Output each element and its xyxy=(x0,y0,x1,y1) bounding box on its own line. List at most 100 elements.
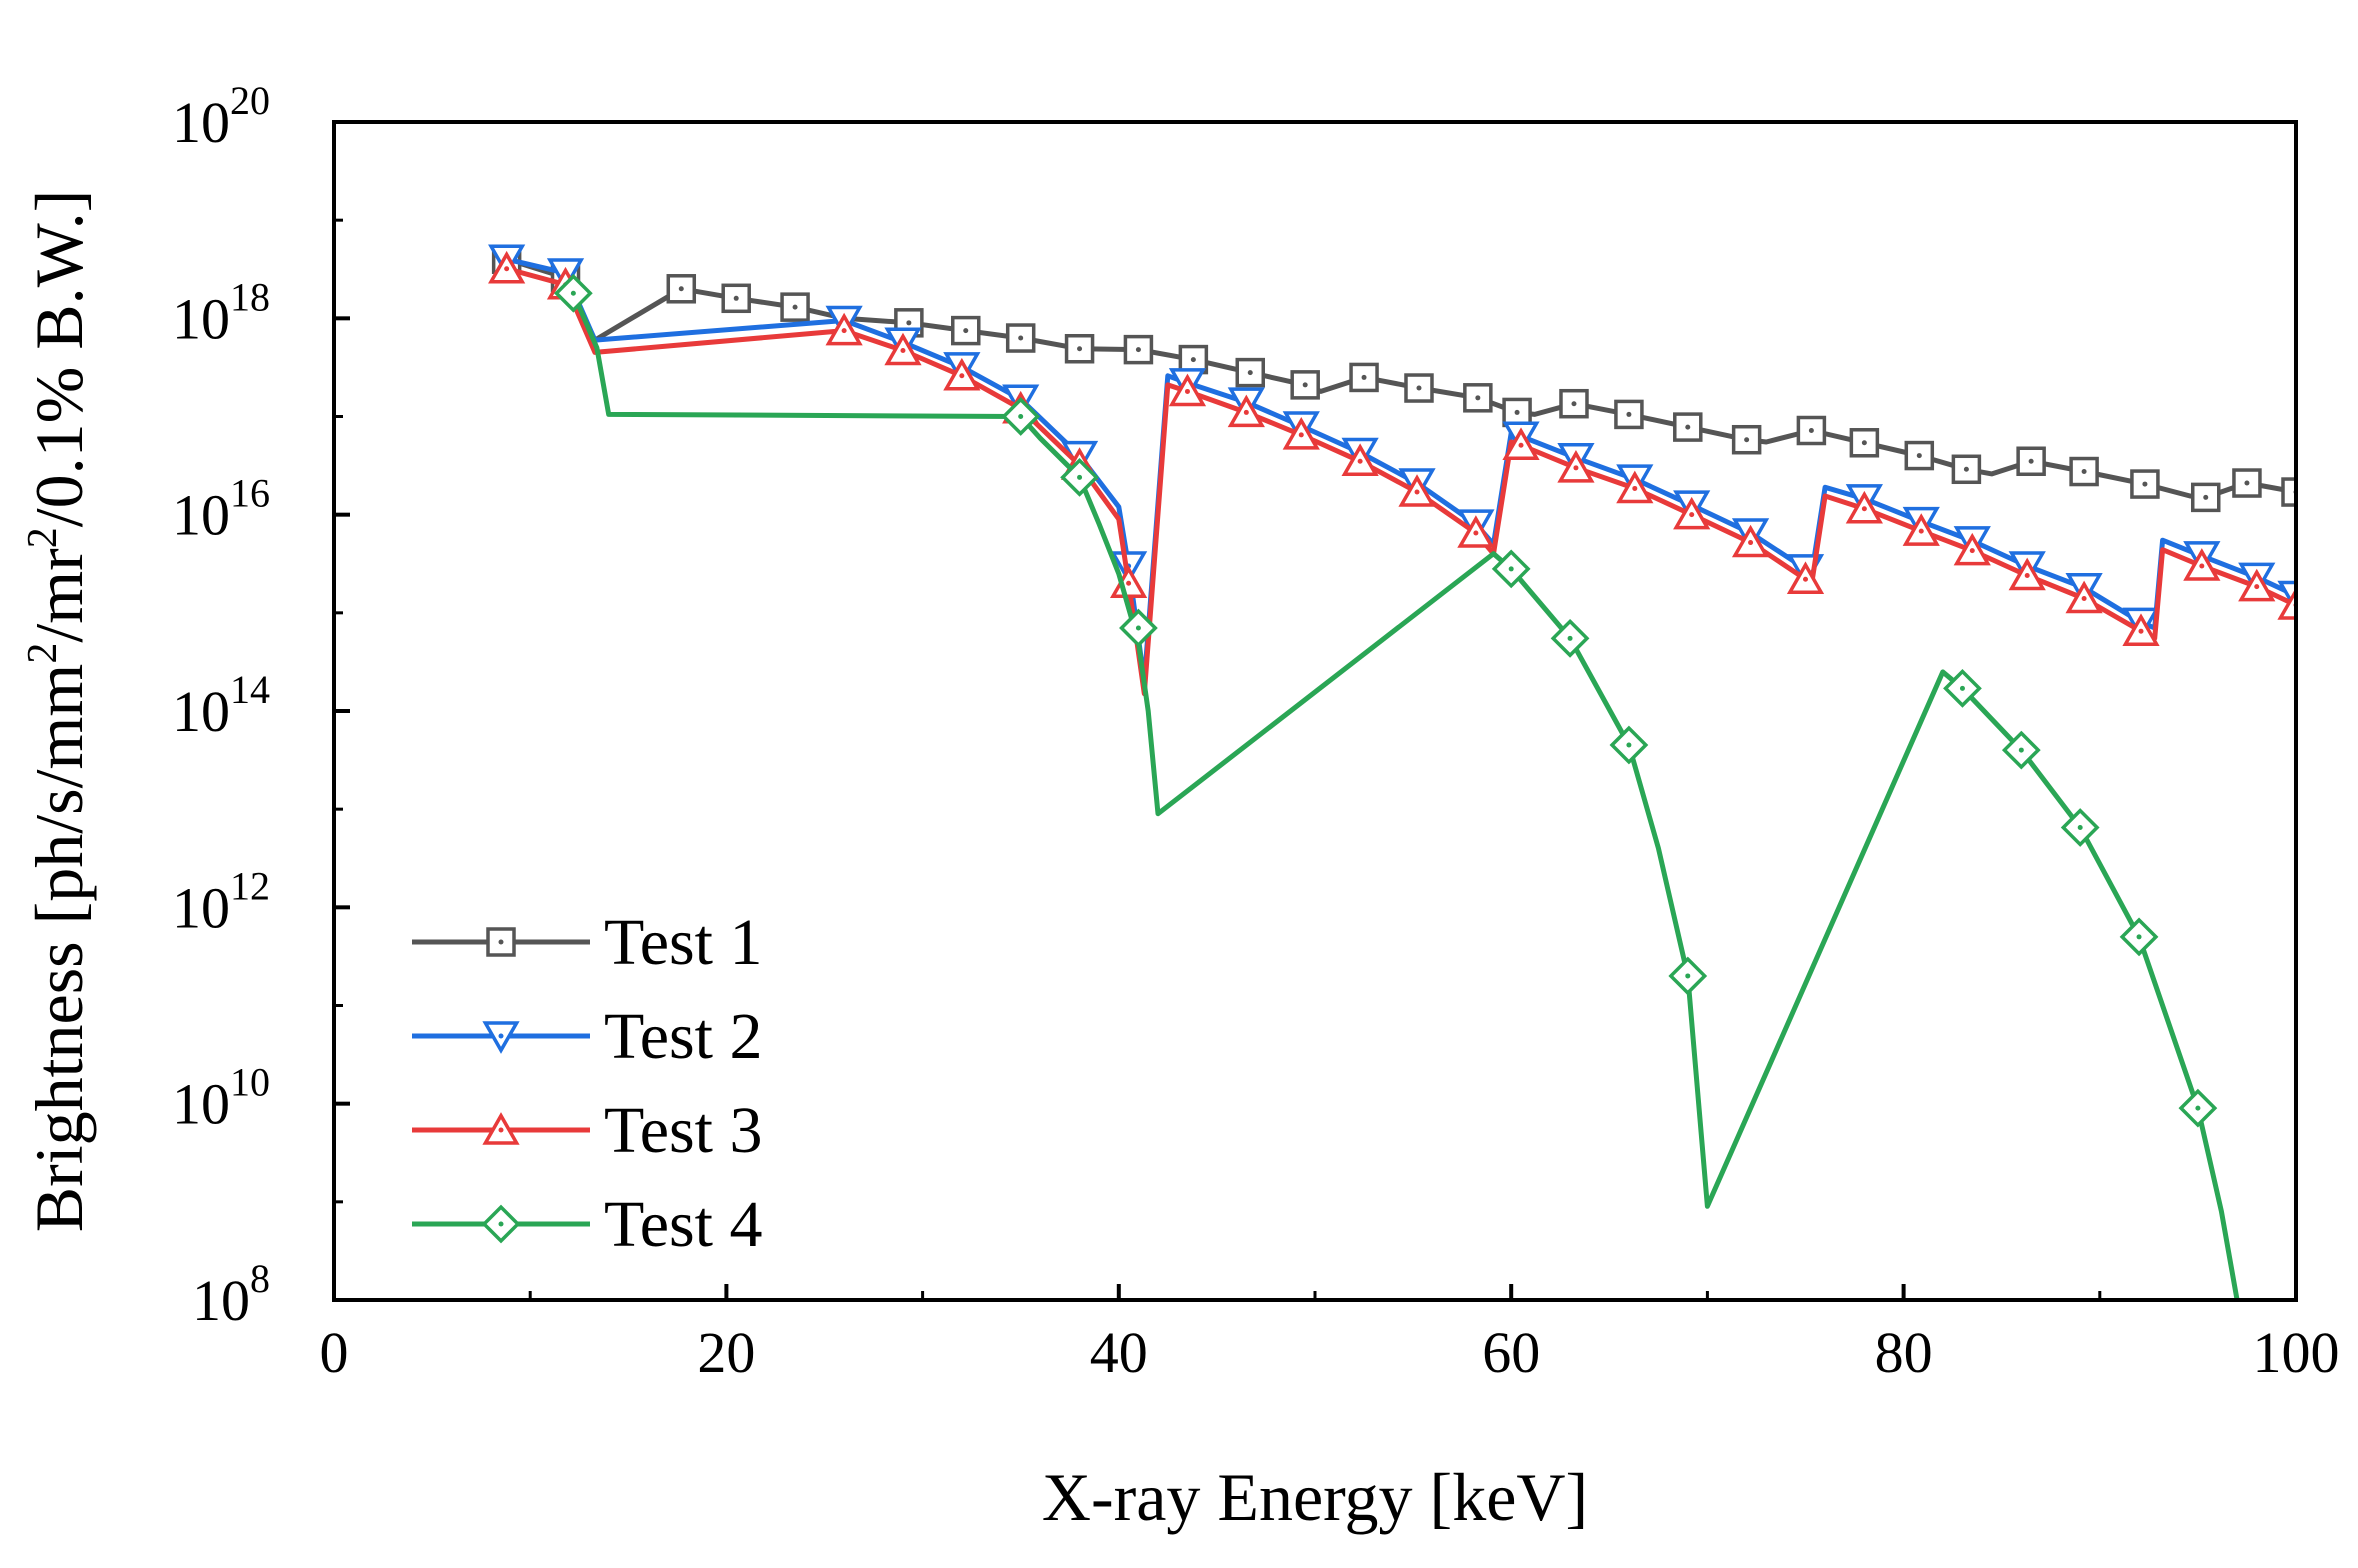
series-3-point-26-center xyxy=(2138,628,2144,634)
legend: Test 1 Test 2 Test 3 Test 4 xyxy=(412,906,763,1261)
y-tick-label-7: 1020 xyxy=(172,78,270,155)
x-axis: 0 20 40 60 80 100 xyxy=(320,1284,2340,1385)
series-1-point-12-center xyxy=(1247,370,1253,376)
series-3-point-8-center xyxy=(1126,580,1132,586)
series-1-point-19-center xyxy=(1626,411,1632,417)
series-4-point-4-center xyxy=(1135,625,1141,631)
legend-item-1: Test 1 xyxy=(412,906,763,979)
series-3-point-29 xyxy=(2277,587,2296,620)
series-1-point-5-center xyxy=(792,304,798,310)
series-1-point-7-center xyxy=(963,328,969,334)
series-1-point-13-center xyxy=(1302,382,1308,388)
series-3-point-20-center xyxy=(1803,576,1808,582)
y-tick-label-2: 1010 xyxy=(172,1060,270,1137)
series-1-point-18-center xyxy=(1571,401,1577,407)
series-3-point-19-center xyxy=(1748,540,1754,546)
y-tick-label-5: 1016 xyxy=(172,471,270,548)
series-4-point-3-center xyxy=(1077,474,1083,480)
series-3-point-16-center xyxy=(1573,465,1579,471)
legend-label-1: Test 1 xyxy=(604,906,763,979)
series-1-point-17-center xyxy=(1514,409,1520,415)
legend-item-3: Test 3 xyxy=(412,1094,763,1167)
series-1-point-22-center xyxy=(1808,428,1814,434)
series-3-point-22-center xyxy=(1918,528,1924,534)
series-3-point-24-center xyxy=(2024,573,2030,579)
series-1-point-23-center xyxy=(1861,440,1867,446)
y-axis: 108 1010 1012 1014 1016 1018 1020 xyxy=(172,78,350,1333)
series-1-point-14 xyxy=(1349,362,1379,393)
series-1-point-24-center xyxy=(1916,453,1922,459)
series-3-point-3-center xyxy=(841,328,847,334)
series-4-point-7-center xyxy=(1626,742,1632,748)
series-4-point-5-center xyxy=(1508,566,1514,572)
series-1-point-27-center xyxy=(2081,469,2087,475)
series-1-point-8-center xyxy=(1018,335,1024,341)
series-4-point-10-center xyxy=(2018,747,2024,753)
x-axis-label: X-ray Energy [keV] xyxy=(1042,1459,1588,1535)
y-tick-label-3: 1012 xyxy=(172,863,270,940)
x-tick-label-4: 60 xyxy=(1482,1320,1540,1385)
series-1-point-28-center xyxy=(2142,481,2148,487)
legend-label-3: Test 3 xyxy=(604,1094,763,1167)
series-1-point-10-center xyxy=(1135,347,1141,353)
y-tick-label-1: 108 xyxy=(192,1256,270,1333)
series-4-line xyxy=(571,292,2240,1300)
series-1-point-30-center xyxy=(2244,480,2250,486)
legend-swatch-marker-center xyxy=(498,939,504,945)
legend-swatch-marker-center xyxy=(498,1127,504,1133)
y-axis-label-sup-2: 2 xyxy=(20,527,66,548)
series-4-point-11-center xyxy=(2077,825,2083,831)
series-4-point-2-center xyxy=(1018,414,1024,419)
y-tick-label-4: 1014 xyxy=(172,667,270,744)
y-axis-label: Brightness [ph/s/mm2/mr2/0.1% B.W.] xyxy=(20,190,97,1233)
series-1-point-7 xyxy=(951,315,981,346)
series-layer xyxy=(488,244,2296,1300)
series-3-point-13-center xyxy=(1414,489,1420,495)
series-1-point-19 xyxy=(1614,399,1644,430)
series-3-point-1-center xyxy=(504,266,510,272)
series-3-point-14-center xyxy=(1473,530,1479,536)
series-1-point-15-center xyxy=(1416,385,1422,391)
series-1-point-3-center xyxy=(678,286,684,292)
series-1-point-16 xyxy=(1463,383,1493,413)
series-1-point-20 xyxy=(1673,412,1703,442)
x-tick-label-1: 0 xyxy=(320,1320,349,1385)
y-axis-label-sup-1: 2 xyxy=(20,643,66,664)
series-4-point-6-center xyxy=(1567,635,1573,641)
series-4-point-8-center xyxy=(1685,973,1691,979)
series-4-point-13-center xyxy=(2195,1105,2201,1111)
legend-item-4: Test 4 xyxy=(412,1188,763,1261)
series-1-point-29-center xyxy=(2203,494,2209,500)
series-4 xyxy=(553,273,2240,1300)
series-3-point-11-center xyxy=(1298,432,1304,438)
series-3-point-25-center xyxy=(2081,595,2087,601)
series-1-point-25 xyxy=(1951,454,1982,485)
y-axis-label-part-1: Brightness [ph/s/mm xyxy=(21,664,97,1233)
series-3-point-15-center xyxy=(1518,442,1524,448)
y-tick-label-6: 1018 xyxy=(172,274,270,351)
series-3-point-4-center xyxy=(900,348,906,354)
series-1-point-20-center xyxy=(1685,424,1691,430)
series-3-point-27-center xyxy=(2199,563,2205,569)
series-1 xyxy=(491,244,2296,513)
x-tick-label-2: 20 xyxy=(697,1320,755,1385)
series-3-point-12-center xyxy=(1357,458,1363,464)
series-3-point-28-center xyxy=(2254,584,2260,590)
series-3-point-17-center xyxy=(1632,485,1638,491)
legend-swatch-marker-center xyxy=(498,1033,504,1039)
legend-item-2: Test 2 xyxy=(412,1000,763,1073)
legend-label-4: Test 4 xyxy=(604,1188,763,1261)
legend-label-2: Test 2 xyxy=(604,1000,763,1073)
series-1-point-14-center xyxy=(1361,374,1367,380)
series-1-point-31 xyxy=(2281,477,2296,507)
y-axis-label-part-3: /0.1% B.W.] xyxy=(21,190,97,527)
series-4-point-1-center xyxy=(570,290,576,296)
series-1-point-25-center xyxy=(1963,466,1969,472)
series-4-point-12-center xyxy=(2136,934,2142,940)
series-1-point-9-center xyxy=(1077,346,1083,352)
series-3-point-10-center xyxy=(1243,409,1249,415)
series-1-point-11-center xyxy=(1190,357,1196,363)
series-1-point-4-center xyxy=(733,295,739,301)
x-tick-label-3: 40 xyxy=(1090,1320,1148,1385)
